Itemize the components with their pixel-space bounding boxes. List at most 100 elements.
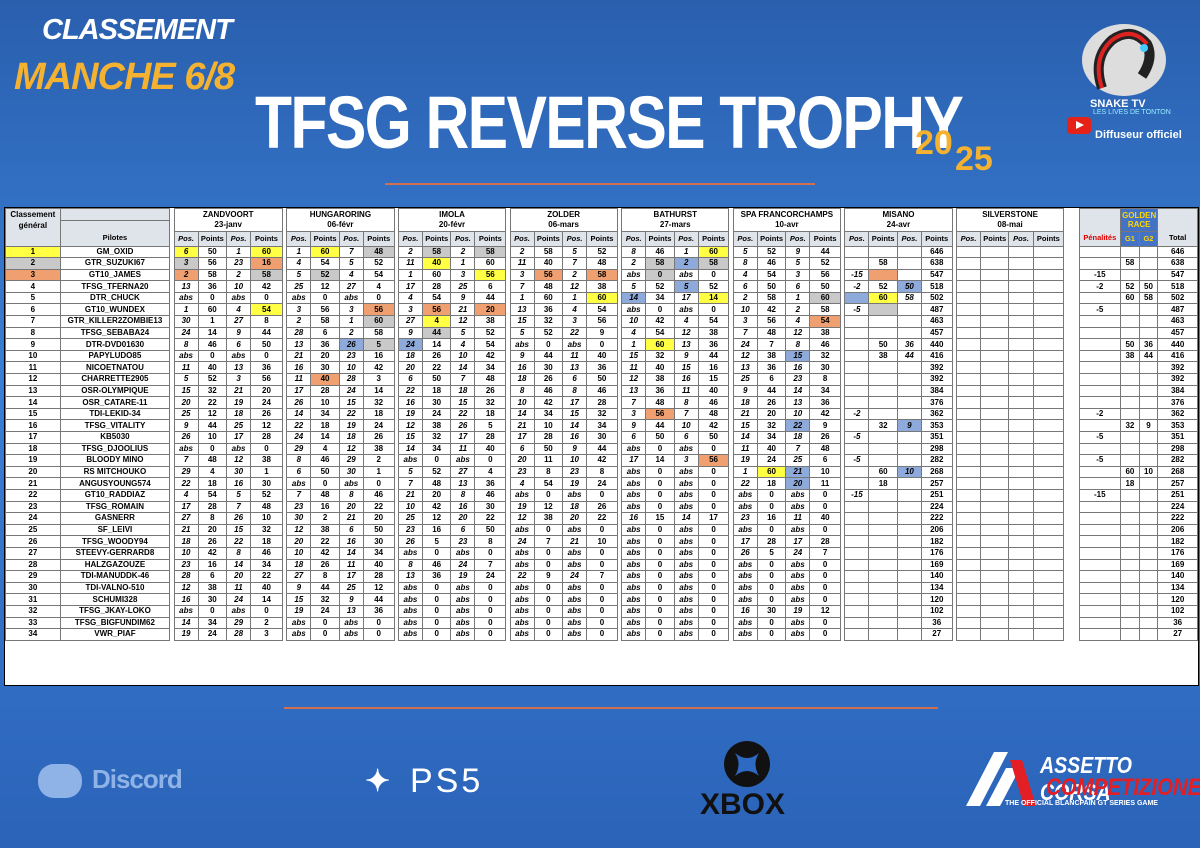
position-cell [844, 245, 870, 259]
points-cell: 28 [421, 280, 452, 293]
points-cell: 0 [697, 477, 730, 490]
race-gap [169, 443, 175, 455]
position-cell [844, 291, 870, 305]
points-cell: 56 [362, 303, 395, 317]
position-cell: 17 [785, 535, 811, 548]
points-cell: 0 [474, 628, 507, 641]
race-gap [728, 257, 734, 270]
points-cell: 0 [756, 523, 787, 537]
position-cell: abs [673, 604, 699, 618]
points-cell [980, 431, 1010, 444]
race-gap [393, 246, 399, 258]
points-cell: 48 [697, 407, 730, 421]
points-cell [868, 604, 898, 618]
points-cell: 257 [920, 477, 953, 490]
col-points-header: Points [586, 230, 618, 247]
points-cell [980, 546, 1010, 560]
position-cell: abs [673, 303, 699, 317]
points-cell: 38 [533, 512, 564, 525]
position-cell: abs [785, 500, 811, 514]
race-gap [505, 524, 511, 536]
points-cell: 16 [197, 558, 228, 572]
col-pos-header: Pos. [785, 230, 811, 247]
col-pos-header: Pos. [450, 230, 476, 247]
points-cell: 18 [868, 477, 898, 490]
points-cell: 5 [474, 419, 507, 432]
race-track-5: BATHURST [621, 208, 730, 220]
position-cell: 4 [286, 257, 312, 270]
points-cell: 487 [920, 303, 953, 317]
position-cell: 29 [338, 454, 364, 467]
points-cell: 46 [421, 558, 452, 572]
points-cell: 30 [421, 396, 452, 409]
points-cell: 4 [197, 465, 228, 479]
g1-cell [1120, 407, 1140, 421]
position-cell: 9 [338, 593, 364, 606]
race-gap [169, 373, 175, 386]
race-gap [616, 419, 623, 432]
points-cell: 6 [809, 454, 841, 467]
race-gap [616, 292, 623, 304]
position-cell: abs [732, 558, 758, 572]
position-cell: abs [673, 570, 699, 583]
pilot-name-cell: TFSG_JKAY-LOKO [59, 604, 171, 618]
points-cell: 54 [756, 268, 787, 282]
penalty-gap [1063, 570, 1080, 583]
g2-cell [1138, 604, 1159, 618]
rank-cell: 28 [5, 558, 61, 572]
position-cell: 24 [226, 593, 252, 606]
points-cell: 0 [756, 581, 787, 595]
race-gap [616, 512, 623, 525]
points-cell: 0 [474, 454, 507, 467]
race-gap [505, 593, 511, 606]
position-cell: 28 [338, 373, 364, 386]
points-cell: 0 [697, 581, 730, 595]
position-cell: 5 [226, 488, 252, 502]
position-cell: abs [621, 558, 647, 572]
points-cell [980, 349, 1010, 363]
position-cell: 17 [562, 396, 588, 409]
g2-cell [1138, 616, 1159, 630]
race-date-2: 06-févr [286, 220, 395, 232]
g1-cell: 38 [1120, 349, 1140, 363]
points-cell [868, 326, 898, 340]
position-cell: 18 [732, 396, 758, 409]
points-cell [1032, 546, 1065, 560]
race-gap [839, 350, 846, 362]
position-cell [955, 454, 982, 467]
race-gap [169, 292, 175, 304]
points-cell: 0 [533, 581, 564, 595]
g2-cell [1138, 431, 1159, 444]
points-cell: 58 [645, 257, 675, 270]
position-cell: 13 [173, 280, 199, 293]
points-cell: 60 [756, 465, 787, 479]
points-cell: 36 [697, 338, 730, 351]
position-cell: abs [673, 442, 699, 456]
pilot-name-cell: GTR_KILLER2ZOMBIE13 [59, 315, 171, 328]
points-cell: 42 [809, 407, 841, 421]
race-date-4: 06-mars [509, 220, 618, 232]
g2-cell [1138, 477, 1159, 490]
position-cell [896, 512, 922, 525]
position-cell: 15 [732, 419, 758, 432]
position-cell: 24 [562, 570, 588, 583]
points-cell: 32 [250, 523, 283, 537]
position-cell: 11 [226, 581, 252, 595]
points-cell: 44 [756, 384, 787, 398]
g1-cell [1120, 373, 1140, 386]
position-cell: abs [509, 338, 535, 351]
race-gap [393, 535, 399, 548]
race-gap [505, 617, 511, 629]
points-cell: 0 [645, 477, 675, 490]
youtube-icon [1067, 117, 1091, 134]
position-cell [896, 396, 922, 409]
position-cell: 8 [509, 384, 535, 398]
position-cell: 26 [338, 338, 364, 351]
points-cell: 0 [197, 349, 228, 363]
points-cell: 52 [197, 373, 228, 386]
position-cell: abs [732, 581, 758, 595]
pilot-name-cell: DTR_CHUCK [59, 291, 171, 305]
points-cell: 0 [250, 442, 283, 456]
g1-cell [1120, 581, 1140, 595]
position-cell: 3 [621, 407, 647, 421]
